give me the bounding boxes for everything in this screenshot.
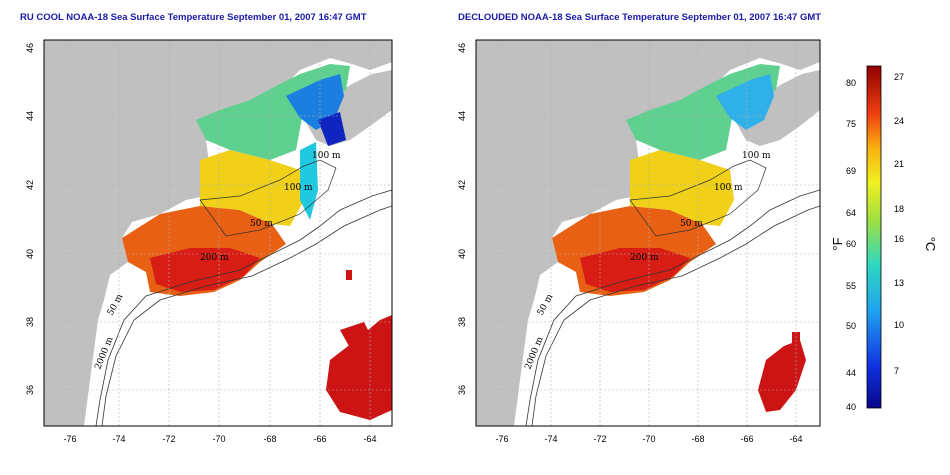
contour-label: 50 m bbox=[680, 219, 703, 229]
left-x-axis: -76 -74 -72 -70 -68 -66 -64 bbox=[63, 434, 376, 444]
contour-label: 100 m bbox=[714, 183, 743, 193]
c-tick: 24 bbox=[894, 116, 904, 126]
f-tick: 50 bbox=[846, 321, 856, 331]
c-tick: 27 bbox=[894, 72, 904, 82]
x-tick: -68 bbox=[263, 434, 276, 444]
contour-label: 100 m bbox=[284, 183, 313, 193]
c-tick: 13 bbox=[894, 278, 904, 288]
y-tick: 44 bbox=[457, 111, 467, 121]
colorbar-gradient bbox=[866, 65, 882, 409]
contour-label: 200 m bbox=[200, 253, 229, 263]
x-tick: -76 bbox=[495, 434, 508, 444]
f-tick: 64 bbox=[846, 208, 856, 218]
y-tick: 42 bbox=[25, 180, 35, 190]
contour-label: 50 m bbox=[250, 219, 273, 229]
colorbar-f-ticks: 80 75 69 64 60 55 50 44 40 bbox=[846, 78, 856, 412]
celsius-label: °C bbox=[923, 237, 938, 252]
x-tick: -74 bbox=[112, 434, 125, 444]
c-tick: 16 bbox=[894, 234, 904, 244]
x-tick: -74 bbox=[544, 434, 557, 444]
right-map-body bbox=[476, 40, 820, 426]
c-tick: 7 bbox=[894, 366, 899, 376]
left-map-title: RU COOL NOAA-18 Sea Surface Temperature … bbox=[20, 12, 367, 23]
contour-label: 100 m bbox=[312, 151, 341, 161]
y-tick: 42 bbox=[457, 180, 467, 190]
left-sst-warm bbox=[122, 206, 286, 296]
x-tick: -72 bbox=[593, 434, 606, 444]
f-tick: 60 bbox=[846, 239, 856, 249]
f-tick: 75 bbox=[846, 119, 856, 129]
y-tick: 44 bbox=[25, 111, 35, 121]
x-tick: -72 bbox=[162, 434, 175, 444]
f-tick: 40 bbox=[846, 402, 856, 412]
right-sst-warm bbox=[552, 206, 716, 296]
x-tick: -68 bbox=[691, 434, 704, 444]
right-land bbox=[476, 40, 820, 426]
right-y-axis: 36 38 40 42 44 46 bbox=[457, 43, 467, 395]
right-map-title: DECLOUDED NOAA-18 Sea Surface Temperatur… bbox=[458, 12, 822, 23]
y-tick: 38 bbox=[457, 317, 467, 327]
contour-label: 200 m bbox=[630, 253, 659, 263]
contour-label: 50 m bbox=[536, 292, 556, 317]
colorbar-c-ticks: 27 24 21 18 16 13 10 7 bbox=[894, 72, 904, 376]
colorbar: 80 75 69 64 60 55 50 44 40 27 24 21 18 1… bbox=[830, 65, 938, 412]
y-tick: 38 bbox=[25, 317, 35, 327]
f-tick: 44 bbox=[846, 368, 856, 378]
fahrenheit-label: °F bbox=[830, 237, 845, 250]
left-y-axis: 36 38 40 42 44 46 bbox=[25, 43, 35, 395]
f-tick: 80 bbox=[846, 78, 856, 88]
c-tick: 10 bbox=[894, 320, 904, 330]
y-tick: 40 bbox=[457, 249, 467, 259]
contour-label: 2000 m bbox=[94, 335, 116, 371]
x-tick: -70 bbox=[212, 434, 225, 444]
y-tick: 46 bbox=[25, 43, 35, 53]
contour-label: 2000 m bbox=[524, 335, 546, 371]
contour-label: 50 m bbox=[106, 292, 126, 317]
f-tick: 55 bbox=[846, 281, 856, 291]
x-tick: -66 bbox=[740, 434, 753, 444]
x-tick: -70 bbox=[642, 434, 655, 444]
x-tick: -64 bbox=[789, 434, 802, 444]
left-map-body bbox=[44, 40, 392, 426]
y-tick: 40 bbox=[25, 249, 35, 259]
x-tick: -76 bbox=[63, 434, 76, 444]
c-tick: 18 bbox=[894, 204, 904, 214]
y-tick: 46 bbox=[457, 43, 467, 53]
contour-label: 100 m bbox=[742, 151, 771, 161]
x-tick: -64 bbox=[363, 434, 376, 444]
right-x-axis: -76 -74 -72 -70 -68 -66 -64 bbox=[495, 434, 802, 444]
c-tick: 21 bbox=[894, 159, 904, 169]
y-tick: 36 bbox=[25, 385, 35, 395]
y-tick: 36 bbox=[457, 385, 467, 395]
f-tick: 69 bbox=[846, 166, 856, 176]
left-land bbox=[44, 40, 392, 426]
x-tick: -66 bbox=[313, 434, 326, 444]
